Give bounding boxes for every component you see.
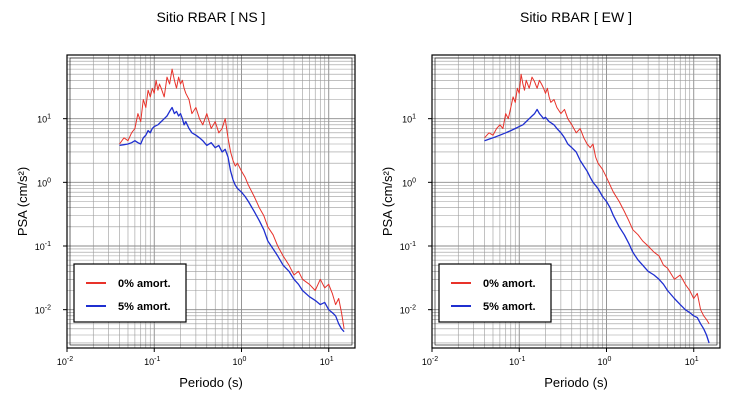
- y-tick-label: 10-1: [35, 241, 51, 252]
- series-line-blue: [119, 106, 345, 333]
- x-tick-label: 10-1: [509, 356, 525, 367]
- legend: 0% amort. 5% amort.: [73, 263, 187, 323]
- x-tick-label: 10-2: [57, 356, 73, 367]
- x-tick-label: 101: [320, 356, 334, 367]
- legend-label: 0% amort.: [118, 278, 171, 290]
- chart-title: Sitio RBAR [ EW ]: [520, 9, 632, 25]
- plot-frame: [66, 54, 356, 349]
- y-tick-label: 10-2: [35, 305, 51, 316]
- chart-panel-1: Sitio RBAR [ EW ] 10-2 10-1 100 101 10-2 10-1 1…: [380, 9, 721, 390]
- y-tick-label: 101: [37, 114, 51, 125]
- plot-frame: [431, 54, 721, 349]
- y-tick-label: 100: [402, 177, 416, 188]
- y-axis-label: PSA (cm/s²): [15, 167, 30, 236]
- x-tick-label: 10-1: [144, 356, 160, 367]
- plot-frame-inner: [69, 57, 353, 346]
- plot-frame-inner: [434, 57, 718, 346]
- legend: 0% amort. 5% amort.: [438, 263, 552, 323]
- legend-label: 5% amort.: [118, 301, 171, 313]
- y-axis-label: PSA (cm/s²): [380, 167, 395, 236]
- legend-box: [438, 263, 552, 323]
- x-tick-label: 10-2: [422, 356, 438, 367]
- y-tick-label: 10-1: [400, 241, 416, 252]
- series-line-red: [484, 73, 710, 325]
- y-tick-label: 10-2: [400, 305, 416, 316]
- y-tick-label: 100: [37, 177, 51, 188]
- grid: [431, 54, 721, 348]
- legend-label: 0% amort.: [483, 278, 536, 290]
- series-line-blue: [484, 108, 710, 344]
- x-axis-label: Periodo (s): [544, 375, 608, 390]
- chart-panel-0: Sitio RBAR [ NS ] 10-2 10-1 100 101 10-2 10-1 1…: [15, 9, 356, 390]
- x-axis-label: Periodo (s): [179, 375, 243, 390]
- series-line-red: [119, 68, 345, 329]
- chart-title: Sitio RBAR [ NS ]: [157, 9, 266, 25]
- x-tick-label: 100: [233, 356, 247, 367]
- x-tick-label: 101: [685, 356, 699, 367]
- x-tick-label: 100: [598, 356, 612, 367]
- legend-box: [73, 263, 187, 323]
- legend-label: 5% amort.: [483, 301, 536, 313]
- y-tick-label: 101: [402, 114, 416, 125]
- grid: [66, 54, 356, 348]
